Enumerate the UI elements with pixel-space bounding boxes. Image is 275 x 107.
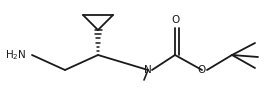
- Text: H$_2$N: H$_2$N: [5, 48, 27, 62]
- Text: N: N: [144, 65, 152, 75]
- Text: O: O: [198, 65, 206, 75]
- Text: O: O: [172, 15, 180, 25]
